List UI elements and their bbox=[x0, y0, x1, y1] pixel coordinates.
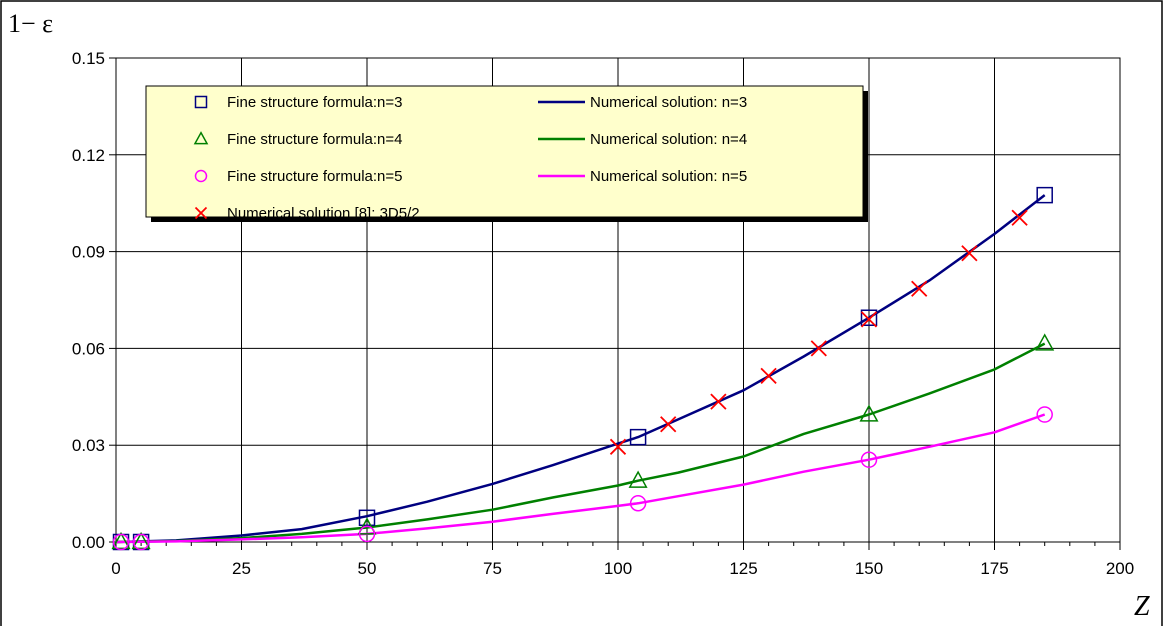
data-point-cross bbox=[609, 438, 627, 455]
data-point-circle bbox=[629, 495, 647, 512]
cross-stroke bbox=[911, 280, 928, 297]
legend-label: Numerical solution [8]: 3D5/2 bbox=[227, 205, 420, 222]
cross-stroke bbox=[609, 438, 627, 455]
y-axis-title: 1− ε bbox=[8, 9, 53, 38]
data-point-circle bbox=[112, 533, 130, 551]
y-tick-label: 0.03 bbox=[72, 436, 105, 455]
x-tick-label: 75 bbox=[483, 559, 502, 578]
legend-label: Numerical solution: n=5 bbox=[590, 168, 747, 185]
data-point-circle bbox=[1036, 406, 1053, 423]
y-tick-label: 0.15 bbox=[72, 49, 105, 68]
data-point-cross bbox=[194, 206, 208, 220]
cross-stroke bbox=[710, 393, 727, 410]
cross-stroke bbox=[760, 367, 777, 384]
data-point-circle bbox=[132, 533, 150, 551]
data-point-triangle bbox=[628, 470, 648, 488]
y-tick-label: 0.00 bbox=[72, 533, 105, 552]
y-tick-label: 0.09 bbox=[72, 243, 105, 262]
y-tick-label: 0.06 bbox=[72, 339, 105, 358]
data-point-cross bbox=[710, 393, 727, 410]
data-point-triangle bbox=[357, 517, 377, 535]
x-tick-label: 50 bbox=[358, 559, 377, 578]
cross-stroke bbox=[860, 311, 878, 328]
data-point-square bbox=[1036, 186, 1053, 204]
series-layer bbox=[111, 186, 1055, 551]
series-line bbox=[115, 342, 1046, 544]
data-point-square bbox=[194, 95, 208, 109]
cross-stroke bbox=[194, 206, 208, 220]
data-point-cross bbox=[1011, 209, 1028, 226]
cross-stroke bbox=[660, 416, 677, 433]
x-axis-title: Z bbox=[1134, 591, 1150, 622]
data-point-cross bbox=[961, 245, 978, 262]
data-point-square bbox=[629, 428, 647, 446]
data-point-cross bbox=[860, 311, 878, 328]
cross-stroke bbox=[810, 340, 827, 357]
x-tick-label: 100 bbox=[604, 559, 632, 578]
legend-label: Fine structure formula:n=5 bbox=[227, 168, 403, 185]
data-point-cross bbox=[660, 416, 677, 433]
data-point-triangle bbox=[193, 131, 209, 145]
data-point-square bbox=[358, 509, 376, 527]
x-tick-label: 150 bbox=[855, 559, 883, 578]
data-point-triangle bbox=[1035, 333, 1055, 351]
data-point-circle bbox=[358, 525, 376, 543]
series-line bbox=[115, 194, 1046, 544]
legend-label: Fine structure formula:n=3 bbox=[227, 94, 403, 111]
series-line bbox=[115, 413, 1046, 544]
legend-label: Numerical solution: n=4 bbox=[590, 131, 747, 148]
data-point-circle bbox=[194, 169, 208, 183]
x-tick-label: 0 bbox=[111, 559, 120, 578]
data-point-cross bbox=[911, 280, 928, 297]
data-point-cross bbox=[810, 340, 827, 357]
data-point-triangle bbox=[111, 531, 131, 550]
data-point-cross bbox=[760, 367, 777, 384]
data-point-square bbox=[860, 309, 878, 326]
data-point-triangle bbox=[131, 531, 151, 550]
cross-stroke bbox=[961, 245, 978, 262]
x-tick-label: 200 bbox=[1106, 559, 1134, 578]
legend-box bbox=[145, 85, 864, 218]
legend-label: Fine structure formula:n=4 bbox=[227, 131, 403, 148]
cross-stroke bbox=[1011, 209, 1028, 226]
x-tick-label: 25 bbox=[232, 559, 251, 578]
data-point-triangle bbox=[859, 404, 879, 422]
legend-label: Numerical solution: n=3 bbox=[590, 94, 747, 111]
x-tick-label: 175 bbox=[980, 559, 1008, 578]
y-tick-label: 0.12 bbox=[72, 146, 105, 165]
data-point-circle bbox=[860, 451, 878, 468]
x-tick-label: 125 bbox=[729, 559, 757, 578]
legend: Fine structure formula:n=3 Fine structure… bbox=[145, 85, 868, 222]
axes: 0 25 50 75 100 125 150 175 200 0.00 0.03 0.06 0.09 0.… bbox=[72, 49, 1134, 578]
